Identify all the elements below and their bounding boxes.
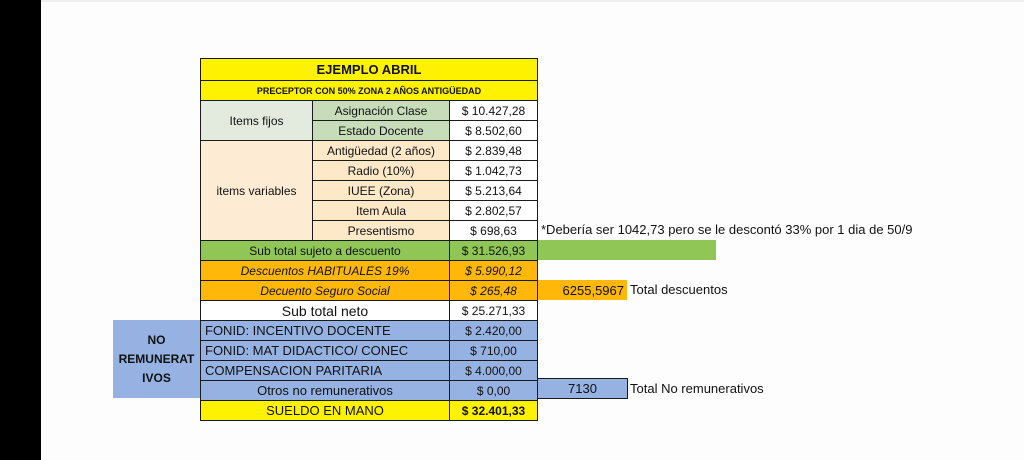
concept-estado-docente: Estado Docente xyxy=(312,120,450,141)
value-iuee: $ 5.213,64 xyxy=(449,180,538,201)
no-remunerativos-line-3: IVOS xyxy=(142,370,171,385)
subtotal-descuento-label: Sub total sujeto a descuento xyxy=(200,240,450,261)
descuentos-habituales-value: $ 5.990,12 xyxy=(449,260,538,281)
concept-antiguedad: Antigüedad (2 años) xyxy=(312,140,450,161)
value-otros-no-remunerativos: $ 0,00 xyxy=(449,380,538,401)
sueldo-en-mano-value: $ 32.401,33 xyxy=(449,400,538,421)
value-antiguedad: $ 2.839,48 xyxy=(449,140,538,161)
concept-asignacion-clase: Asignación Clase xyxy=(312,100,450,121)
value-compensacion-paritaria: $ 4.000,00 xyxy=(449,360,538,381)
value-presentismo: $ 698,63 xyxy=(449,220,538,241)
value-asignacion-clase: $ 10.427,28 xyxy=(449,100,538,121)
total-no-remunerativos-label: Total No remunerativos xyxy=(630,381,764,396)
value-item-aula: $ 2.802,57 xyxy=(449,200,538,221)
concept-fonid-incentivo: FONID: INCENTIVO DOCENTE xyxy=(200,320,450,341)
value-radio: $ 1.042,73 xyxy=(449,160,538,181)
subtotal-descuento-value: $ 31.526,93 xyxy=(449,240,538,261)
concept-radio: Radio (10%) xyxy=(312,160,450,181)
concept-fonid-mat-didactico: FONID: MAT DIDACTICO/ CONEC xyxy=(200,340,450,361)
concept-presentismo: Presentismo xyxy=(312,220,450,241)
concept-item-aula: Item Aula xyxy=(312,200,450,221)
items-fijos-label: Items fijos xyxy=(200,100,313,141)
no-remunerativos-line-2: REMUNERAT xyxy=(118,351,195,366)
total-descuentos-value: 6255,5967 xyxy=(538,280,627,300)
total-descuentos-label: Total descuentos xyxy=(630,282,728,297)
no-remunerativos-label: NO REMUNERAT IVOS xyxy=(113,320,200,398)
descuento-seguro-value: $ 265,48 xyxy=(449,280,538,301)
sueldo-en-mano-label: SUELDO EN MANO xyxy=(200,400,450,421)
table-subtitle: PRECEPTOR CON 50% ZONA 2 AÑOS ANTIGÜEDAD xyxy=(200,80,538,101)
descuentos-habituales-label: Descuentos HABITUALES 19% xyxy=(200,260,450,281)
concept-otros-no-remunerativos: Otros no remunerativos xyxy=(200,380,450,401)
concept-iuee: IUEE (Zona) xyxy=(312,180,450,201)
descuento-seguro-label: Decuento Seguro Social xyxy=(200,280,450,301)
subtotal-neto-value: $ 25.271,33 xyxy=(449,300,538,321)
concept-compensacion-paritaria: COMPENSACION PARITARIA xyxy=(200,360,450,381)
value-fonid-incentivo: $ 2.420,00 xyxy=(449,320,538,341)
green-highlight-bar xyxy=(538,240,716,260)
presentismo-note: *Debería ser 1042,73 pero se le descontó… xyxy=(541,222,913,237)
table-title: EJEMPLO ABRIL xyxy=(200,58,538,81)
no-remunerativos-line-1: NO xyxy=(147,332,166,347)
top-divider xyxy=(41,0,1024,2)
value-fonid-mat-didactico: $ 710,00 xyxy=(449,340,538,361)
total-no-remunerativos-value: 7130 xyxy=(537,378,628,399)
items-variables-label: items variables xyxy=(200,140,313,241)
left-black-bar xyxy=(0,0,41,460)
value-estado-docente: $ 8.502,60 xyxy=(449,120,538,141)
subtotal-neto-label: Sub total neto xyxy=(200,300,450,321)
